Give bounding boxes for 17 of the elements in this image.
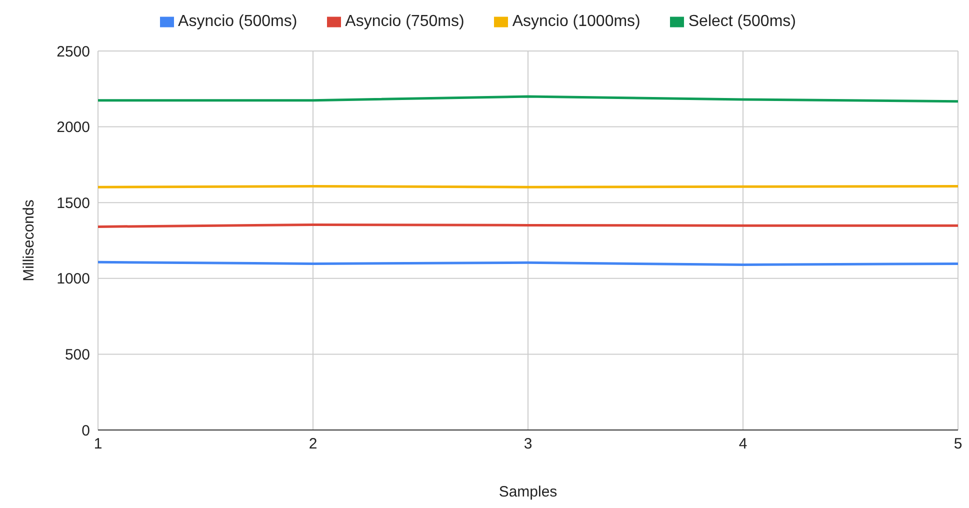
y-axis-title: Milliseconds <box>20 200 38 282</box>
x-axis-title: Samples <box>498 484 558 501</box>
legend-label: Select (500ms) <box>688 13 796 30</box>
x-tick-label: 4 <box>738 436 748 453</box>
y-tick-label: 2500 <box>56 43 90 60</box>
x-tick-label: 2 <box>308 436 318 453</box>
y-tick-label: 2000 <box>56 119 90 136</box>
y-tick-label: 1500 <box>56 194 90 212</box>
y-tick-label: 1000 <box>56 270 90 288</box>
legend-label: Asyncio (500ms) <box>178 13 298 30</box>
legend-label: Asyncio (750ms) <box>345 13 464 30</box>
y-tick-label: 0 <box>82 422 90 440</box>
y-tick-label: 500 <box>64 346 90 364</box>
x-tick-label: 1 <box>94 436 102 453</box>
x-tick-label: 3 <box>524 436 532 453</box>
legend-label: Asyncio (1000ms) <box>512 13 640 30</box>
x-tick-label: 5 <box>954 436 962 453</box>
